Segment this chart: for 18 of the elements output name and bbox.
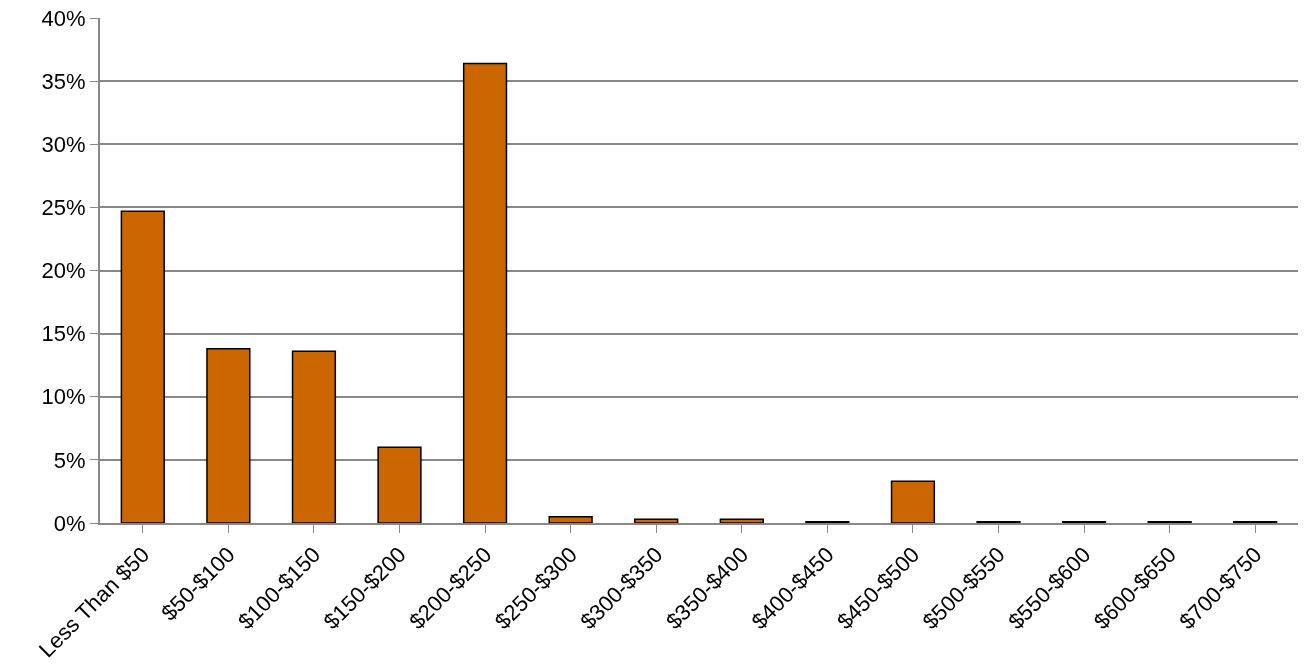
bar <box>291 350 337 523</box>
y-tick-label: 40% <box>41 5 86 31</box>
y-tick-label: 25% <box>41 195 86 221</box>
bar <box>377 446 422 523</box>
bar <box>120 210 165 523</box>
y-tick-label: 20% <box>41 258 86 284</box>
bar <box>548 515 593 523</box>
y-tick-label: 30% <box>41 131 86 157</box>
bar <box>634 518 679 523</box>
y-tick-label: 15% <box>41 321 86 347</box>
y-tick-label: 0% <box>53 510 86 536</box>
y-tick-label: 5% <box>53 447 86 473</box>
y-tick-label: 35% <box>41 68 86 94</box>
bar <box>206 348 251 523</box>
bar <box>719 518 764 523</box>
bar <box>462 62 508 523</box>
bar <box>890 480 936 523</box>
y-tick-label: 10% <box>41 384 86 410</box>
